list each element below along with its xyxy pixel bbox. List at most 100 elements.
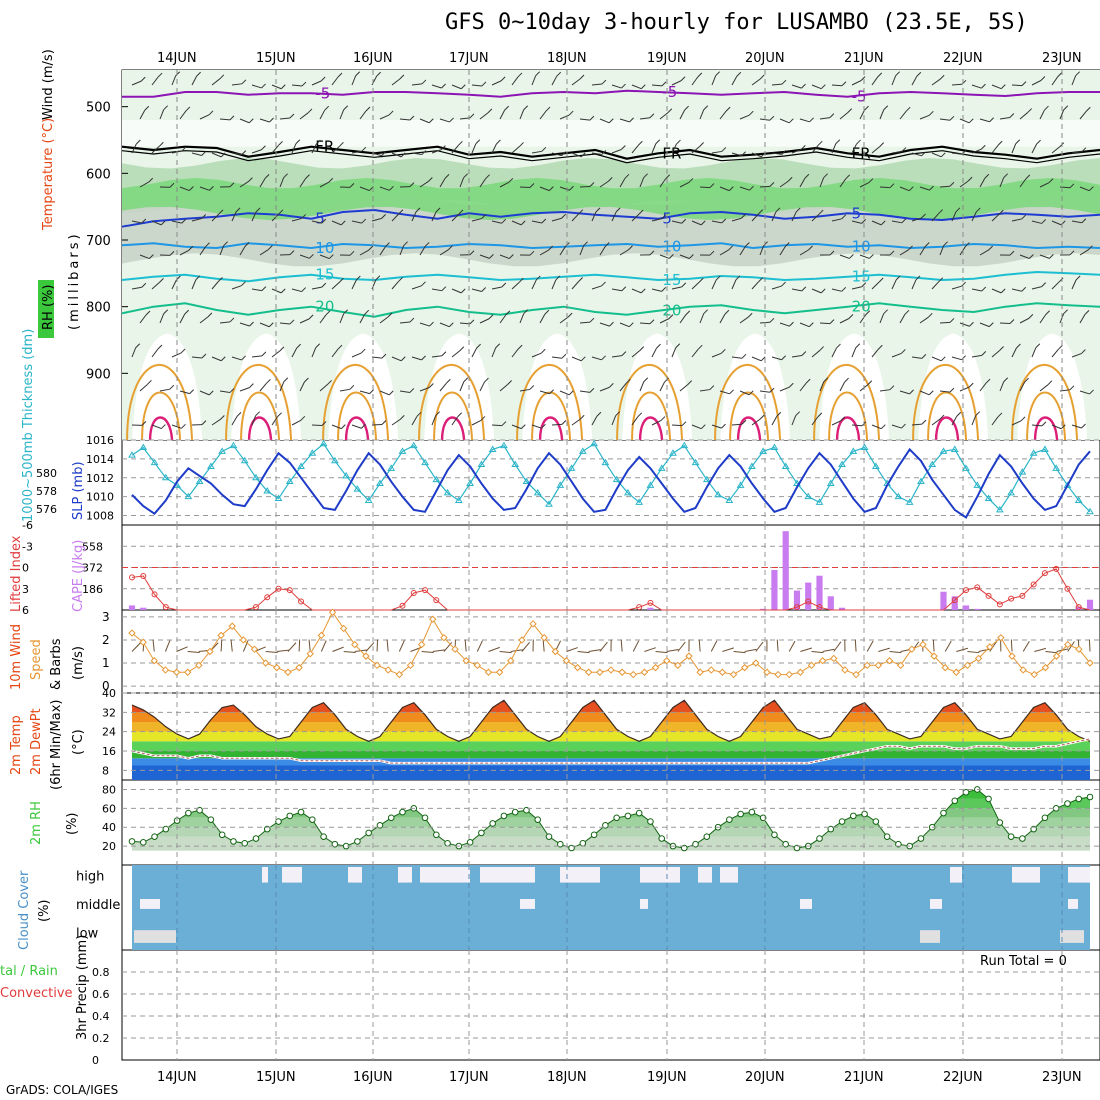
rh-point [1019,835,1026,842]
wind-barb [419,181,429,188]
wind-barb-flag [580,356,586,362]
wind-barb [631,84,642,90]
rh-point [399,808,406,816]
wind-barb [755,641,764,652]
wind-speed-point [362,652,370,660]
thickness-point [376,479,384,486]
wind-barb [931,213,940,222]
wind-barb-flag [561,151,566,157]
rh-point [286,812,294,820]
thickness-point [218,447,227,454]
wind-barb-flag [340,220,346,226]
wind-barb [967,651,980,654]
wind-barb [878,647,891,652]
wind-barb [991,144,999,154]
wind-barb [851,286,862,290]
dry-dome [522,333,593,440]
precip-tick-label: 0.8 [92,966,110,979]
wind-barb [171,75,177,86]
wind-barb-flag [219,415,225,420]
wind-barb [151,220,162,226]
thickness-point [466,479,475,486]
temp-ylabel-4: (°C) [71,729,86,755]
wind-barb [419,387,430,392]
wind-barb [431,288,442,292]
rh-point [782,840,789,848]
wind-barb-flag [148,177,154,183]
wind-barb [591,211,597,222]
wind-barb-flag [699,142,704,147]
wind-barb [639,177,645,188]
wind-barb-flag [988,322,994,327]
rh-point [275,818,282,825]
wind-barb [591,356,602,361]
date-label-top: 18JUN [547,51,587,66]
wind-barb-flag [321,282,327,288]
wind-speed-point [406,661,415,670]
wind-barb-flag [909,389,914,395]
wind-barb-flag [160,220,166,226]
thickness-point [252,473,260,481]
wind-speed-point [473,661,482,670]
wind-barb-flag [175,71,181,77]
lifted-index-point [816,604,823,611]
lifted-index-point [636,604,643,611]
precip-legend-convective: Convective [0,986,73,1001]
wind-barb-flag [900,349,906,354]
cape-bar [782,531,789,610]
cross-section-ylabel: Temperature (°C) [41,118,56,231]
wind-barb [771,285,782,290]
cape-bar [974,608,981,610]
thickness-point [624,488,632,496]
thickness-point [680,441,689,449]
wind-barb [833,641,842,652]
wind-barb [271,84,282,90]
wind-barb [1010,639,1013,652]
wind-barb [859,254,870,259]
wind-speed-point [417,640,426,649]
wind-barb [711,75,717,86]
wind-barb-flag [861,219,867,224]
wind-barb-flag [501,421,507,426]
wind-barb [139,383,148,392]
wind-barb [851,424,863,427]
wind-barb [339,109,345,120]
wind-barb [471,288,482,292]
wind-barb [499,254,510,259]
wind-barb-flag [148,254,154,259]
wind-barb [287,642,297,652]
wind-barb [991,350,1000,358]
wind-barb-flag [1075,275,1081,281]
rh-point [624,812,632,820]
wind-barb [479,178,486,188]
wind-barb-flag [529,385,535,390]
wind-barb-flag [509,254,514,259]
wind-barb [371,217,382,222]
thickness-point [646,481,655,488]
wind-barb-flag [601,79,607,85]
lifted-index-point [1008,595,1015,602]
wind-barb-flag [1081,423,1086,429]
wind-barb [779,246,786,256]
wind-barb-flag [325,310,331,316]
wind-barb-flag [849,254,854,259]
wind-barb [1051,146,1061,154]
wind-barb-flag [877,72,883,78]
wind-barb [891,75,897,86]
wind-barb [1019,112,1028,120]
wind-speed-point [273,663,281,672]
wind-barb [651,218,662,222]
wind-barb [332,646,344,652]
rh-point [658,835,666,842]
wind-barb-flag [157,72,163,78]
wind-barb [991,416,999,426]
wind-speed-point [740,663,749,672]
lifted-index-point [129,574,135,581]
wind-barb [939,185,951,188]
wind-barb [839,381,846,392]
wind-barb [151,348,159,358]
wind-barb [1071,151,1082,154]
wind-barb-flag [795,207,801,213]
wind-barb-flag [369,389,374,395]
wind-barb-flag [775,207,781,213]
